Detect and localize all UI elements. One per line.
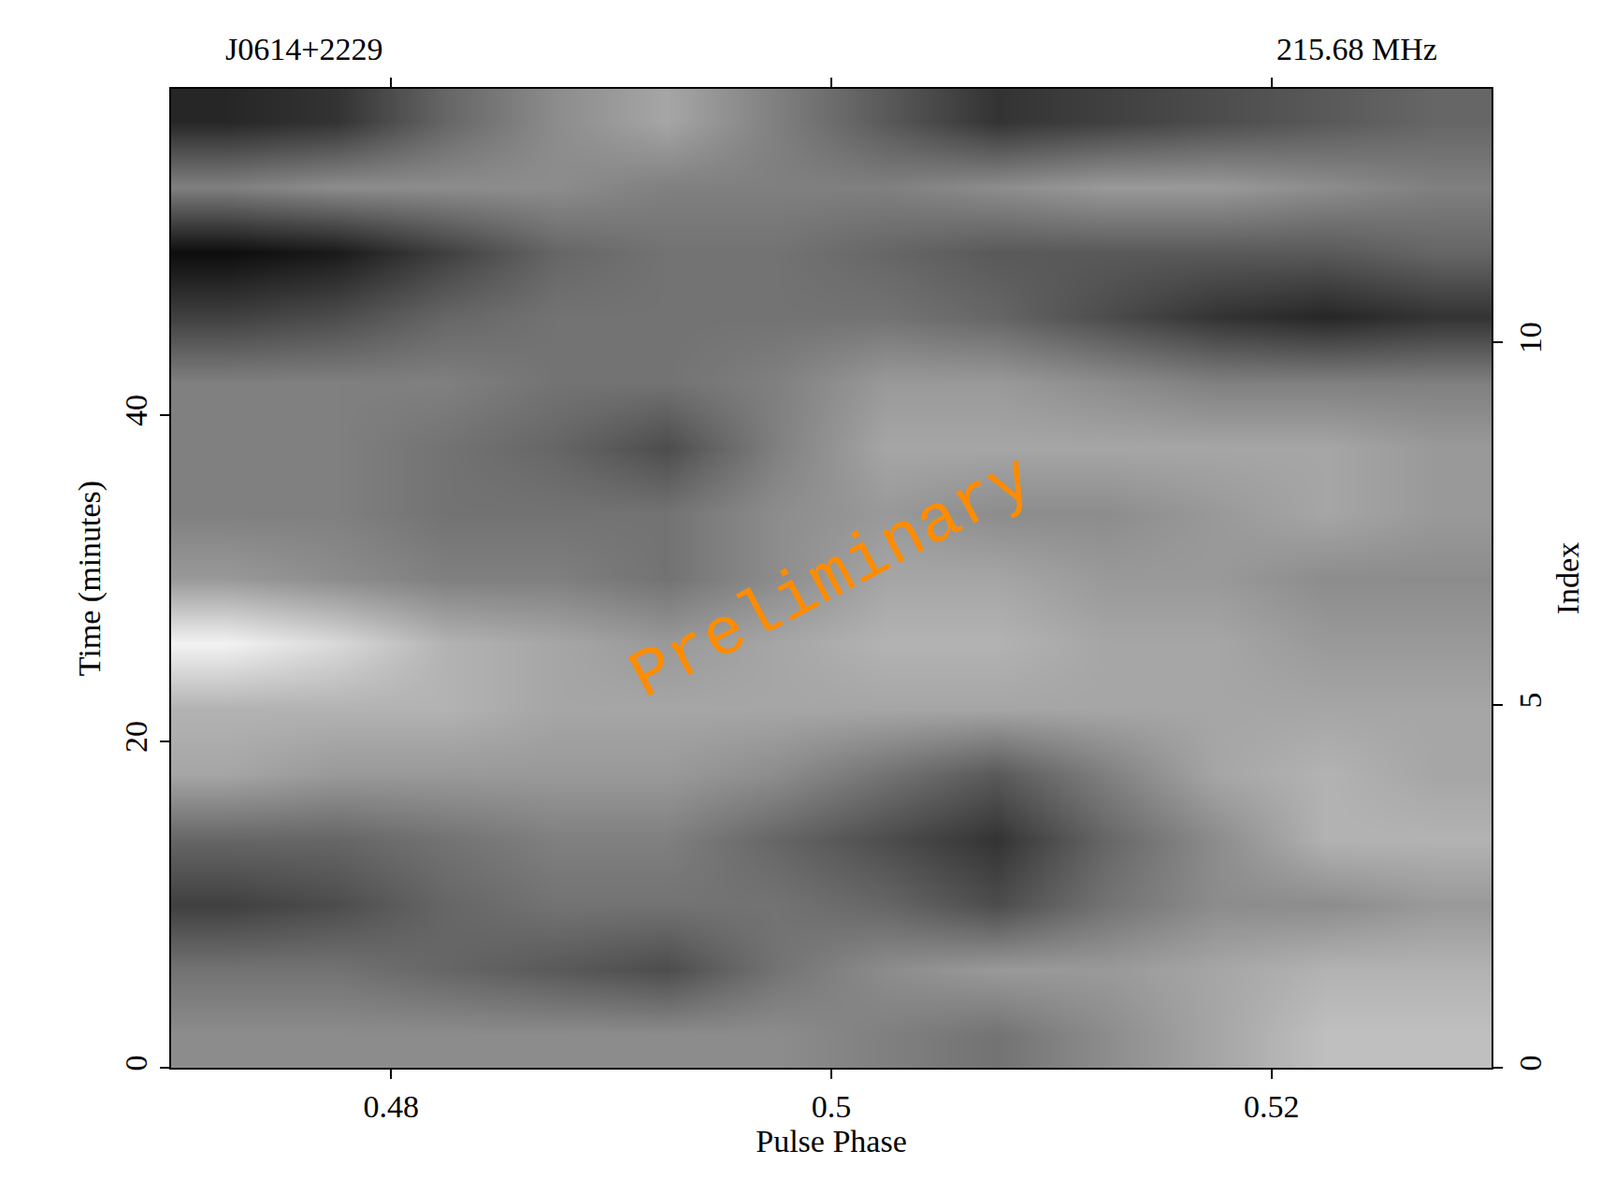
svg-text:Time (minutes): Time (minutes) (72, 480, 108, 677)
svg-text:5: 5 (1513, 692, 1548, 709)
svg-text:J0614+2229: J0614+2229 (225, 31, 383, 67)
svg-text:0.52: 0.52 (1243, 1089, 1300, 1125)
svg-text:Index: Index (1550, 542, 1586, 615)
svg-text:Preliminary: Preliminary (618, 440, 1047, 718)
svg-text:0.48: 0.48 (363, 1089, 420, 1125)
svg-text:215.68 MHz: 215.68 MHz (1276, 31, 1438, 67)
svg-text:0.5: 0.5 (811, 1089, 852, 1125)
svg-text:20: 20 (118, 720, 154, 753)
svg-text:0: 0 (1513, 1054, 1548, 1071)
svg-text:40: 40 (118, 394, 154, 427)
svg-text:0: 0 (118, 1054, 154, 1071)
svg-text:Pulse Phase: Pulse Phase (755, 1124, 908, 1159)
svg-text:10: 10 (1513, 321, 1548, 354)
